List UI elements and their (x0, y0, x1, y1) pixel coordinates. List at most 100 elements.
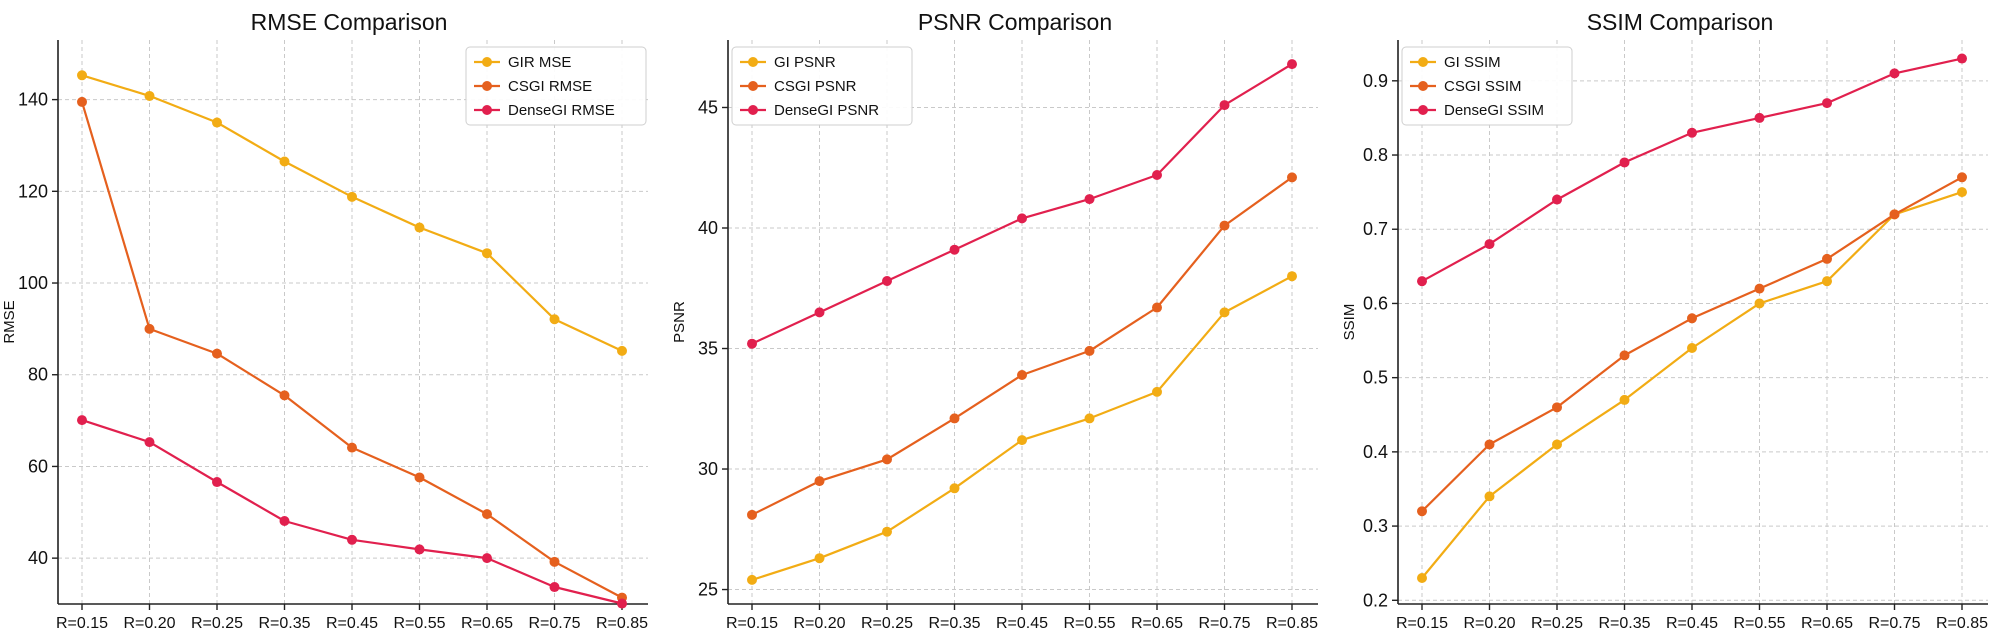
data-point (1754, 283, 1765, 294)
x-tick-label: R=0.45 (326, 615, 378, 631)
data-point (1619, 350, 1630, 361)
data-point (1552, 402, 1562, 413)
x-tick-label: R=0.15 (1396, 615, 1448, 631)
data-point (1287, 172, 1297, 183)
y-tick-label: 80 (28, 365, 48, 385)
legend-label: DenseGI SSIM (1444, 102, 1544, 119)
data-point (414, 472, 425, 483)
x-tick-label: R=0.85 (1936, 615, 1988, 631)
y-axis-label: SSIM (1341, 304, 1358, 341)
data-point (747, 574, 757, 585)
data-point (814, 476, 825, 487)
y-tick-label: 0.9 (1363, 71, 1388, 91)
x-tick-label: R=0.35 (928, 615, 980, 631)
data-point (1017, 370, 1027, 381)
legend-label: GI SSIM (1444, 54, 1501, 71)
data-point (144, 437, 155, 448)
legend-marker (748, 105, 758, 115)
data-point (482, 248, 492, 259)
y-tick-label: 45 (698, 97, 718, 117)
x-tick-label: R=0.65 (1801, 615, 1853, 631)
data-point (949, 413, 960, 424)
data-point (1152, 386, 1162, 397)
data-point (1017, 435, 1027, 446)
data-point (1687, 127, 1697, 138)
data-point (414, 222, 425, 233)
data-point (549, 556, 560, 567)
data-point (549, 582, 560, 593)
y-tick-label: 140 (18, 90, 48, 110)
data-point (1687, 342, 1697, 353)
data-point (77, 415, 87, 426)
x-tick-label: R=0.20 (1463, 615, 1515, 631)
data-point (1017, 213, 1027, 224)
chart-panel-3: 0.2 0.3 0.4 0.5 0.6 0.7 0.8 0.9 R=0.15 R=0.20 R=0.… (1341, 9, 1988, 631)
x-tick-label: R=0.35 (1598, 615, 1650, 631)
x-tick-label: R=0.15 (726, 615, 778, 631)
data-point (1484, 491, 1495, 502)
x-tick-label: R=0.65 (1131, 615, 1183, 631)
legend-marker (1418, 81, 1428, 91)
data-point (144, 323, 155, 334)
data-point (1754, 112, 1765, 123)
x-tick-label: R=0.45 (996, 615, 1048, 631)
y-axis-label: RMSE (1, 300, 18, 343)
data-point (747, 509, 757, 520)
x-tick-label: R=0.85 (596, 615, 648, 631)
x-tick-label: R=0.20 (123, 615, 175, 631)
data-point (949, 244, 960, 255)
data-point (882, 276, 892, 287)
data-point (949, 483, 960, 494)
data-point (1484, 439, 1495, 450)
data-point (1619, 394, 1630, 405)
x-tick-label: R=0.55 (1063, 615, 1115, 631)
data-point (814, 553, 825, 564)
x-tick-label: R=0.55 (1733, 615, 1785, 631)
data-point (549, 314, 560, 325)
y-tick-label: 100 (18, 273, 48, 293)
data-point (1889, 68, 1900, 79)
data-point (1619, 157, 1630, 168)
data-point (279, 390, 290, 401)
legend-box (1401, 46, 1573, 126)
data-point (1754, 298, 1765, 309)
x-tick-label: R=0.20 (793, 615, 845, 631)
y-tick-label: 120 (18, 181, 48, 201)
data-point (1219, 100, 1230, 111)
y-tick-label: 0.5 (1363, 368, 1388, 388)
chart-title: RMSE Comparison (251, 9, 448, 35)
data-point (212, 348, 222, 359)
x-tick-label: R=0.75 (1198, 615, 1250, 631)
chart-title: SSIM Comparison (1587, 9, 1774, 35)
x-tick-label: R=0.35 (258, 615, 310, 631)
data-point (1822, 253, 1832, 264)
legend-label: DenseGI RMSE (508, 102, 615, 119)
data-point (1417, 506, 1427, 517)
data-point (1957, 172, 1967, 183)
data-point (1084, 413, 1095, 424)
data-point (347, 191, 357, 202)
data-point (617, 345, 627, 356)
legend-label: GI PSNR (774, 54, 836, 71)
legend-label: CSGI PSNR (774, 78, 857, 95)
data-point (814, 307, 825, 318)
x-tick-label: R=0.45 (1666, 615, 1718, 631)
x-tick-label: R=0.75 (1868, 615, 1920, 631)
data-point (1219, 307, 1230, 318)
y-tick-label: 35 (698, 339, 718, 359)
x-tick-label: R=0.25 (1531, 615, 1583, 631)
data-point (144, 90, 155, 101)
y-tick-label: 0.7 (1363, 219, 1388, 239)
data-point (279, 516, 290, 527)
legend-marker (482, 57, 492, 67)
data-point (212, 117, 222, 128)
data-point (1552, 194, 1562, 205)
data-point (77, 96, 87, 107)
data-point (347, 442, 357, 453)
legend-marker (482, 105, 492, 115)
data-point (482, 509, 492, 520)
data-point (1084, 194, 1095, 205)
data-point (279, 156, 290, 167)
y-tick-label: 60 (28, 456, 48, 476)
y-tick-label: 0.4 (1363, 442, 1388, 462)
